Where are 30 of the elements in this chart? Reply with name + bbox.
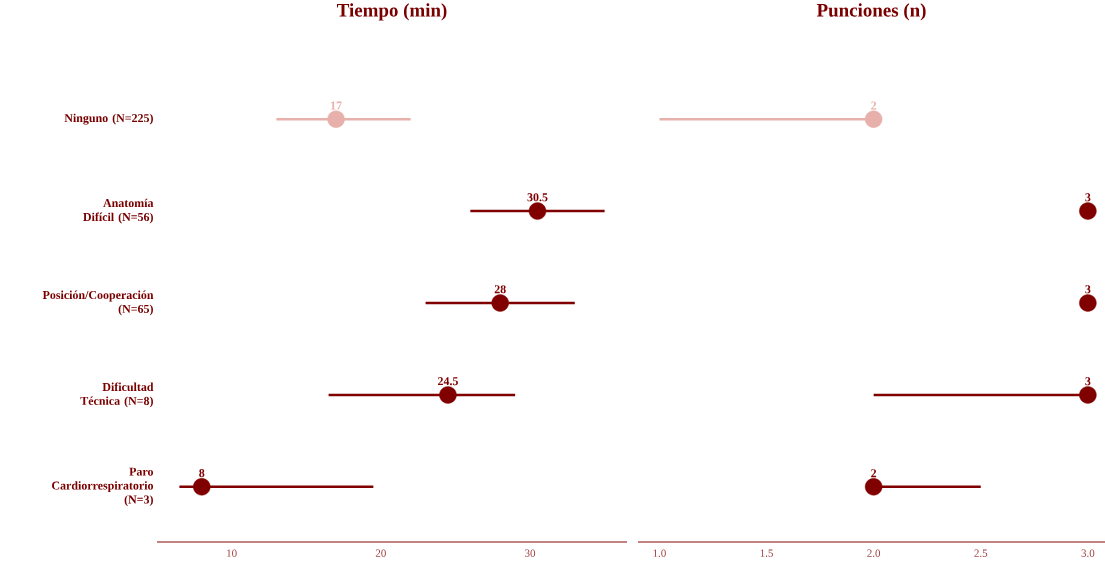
- data-label: 3: [1085, 193, 1091, 202]
- y-tick-label: Ninguno (N=225): [64, 113, 153, 125]
- data-label: 3: [1085, 285, 1091, 294]
- x-tick-label: 30: [525, 549, 536, 557]
- point: [193, 478, 211, 496]
- point: [528, 202, 547, 220]
- chart-title: Tiempo (min): [337, 3, 447, 21]
- x-tick-label: 3.0: [1081, 549, 1095, 557]
- y-tick-label: Posición/Cooperación (N=65): [42, 290, 154, 316]
- data-label: 2: [871, 101, 877, 110]
- x-tick-label: 20: [375, 549, 386, 557]
- point: [327, 110, 345, 128]
- point: [439, 386, 457, 404]
- point: [491, 294, 509, 312]
- x-tick-label: 1.5: [760, 549, 773, 557]
- y-tick-label: Paro Cardiorrespiratorio (N=3): [52, 467, 154, 506]
- y-tick-label: Anatomía Difícil (N=56): [83, 198, 154, 224]
- data-label: 2: [871, 469, 877, 478]
- data-label: 3: [1085, 377, 1091, 386]
- data-label: 17: [331, 101, 342, 110]
- data-label: 28: [494, 285, 506, 294]
- x-tick-label: 10: [227, 549, 237, 557]
- x-tick-label: 2.5: [974, 549, 988, 557]
- x-tick-label: 2.0: [867, 549, 881, 557]
- y-tick-label: Dificultad Técnica (N=8): [80, 382, 154, 408]
- data-label: 30.5: [527, 193, 548, 202]
- data-label: 8: [199, 469, 205, 478]
- chart-title: Punciones (n): [816, 3, 926, 21]
- data-label: 24.5: [438, 377, 458, 386]
- x-tick-label: 1.0: [653, 549, 666, 557]
